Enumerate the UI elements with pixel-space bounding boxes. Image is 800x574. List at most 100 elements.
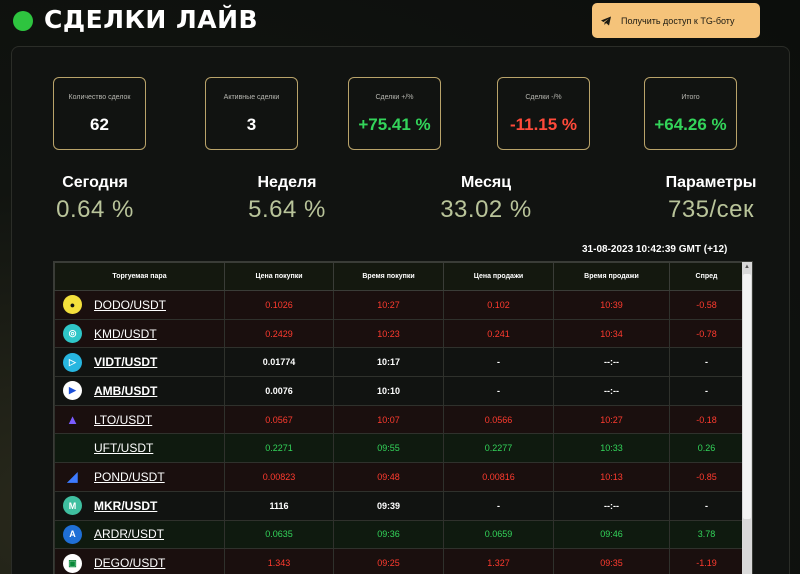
pair-cell: ▣ DEGO/USDT (54, 548, 225, 574)
buy-price-cell: 0.0076 (224, 376, 334, 406)
stat-box: Количество сделок 62 (53, 77, 146, 150)
buy-time-cell: 09:25 (333, 548, 444, 574)
sell-price-cell: - (443, 347, 554, 378)
buy-price-cell: 1116 (224, 490, 334, 521)
dego-icon: ▣ (63, 553, 82, 573)
table-row: ▣ DEGO/USDT 1.343 09:25 1.327 09:35 -1.19 (54, 548, 744, 574)
sell-time-cell: 10:27 (553, 404, 670, 435)
sell-time-cell: 10:33 (553, 433, 670, 464)
stat-box: Сделки -/% -11.15 % (497, 77, 590, 150)
sell-price-cell: 0.00816 (443, 462, 554, 492)
sell-price-cell: 0.102 (443, 290, 554, 320)
sell-price-cell: - (443, 376, 554, 406)
stat-value: +75.41 % (358, 115, 431, 134)
period-value: 735/сек (667, 196, 755, 223)
buy-time-cell: 10:07 (333, 404, 444, 435)
period-value: 5.64 % (248, 196, 326, 223)
pair-cell: UFT/USDT (54, 433, 225, 464)
buy-price-cell: 0.0635 (224, 519, 334, 550)
scrollbar-thumb[interactable] (743, 274, 751, 519)
stat-label: Сделки +/% (375, 94, 414, 101)
buy-price-cell: 0.2271 (224, 433, 334, 464)
pair-link[interactable]: DEGO/USDT (94, 556, 166, 571)
table-row: ◎ KMD/USDT 0.2429 10:23 0.241 10:34 -0.78 (54, 318, 744, 349)
col-header-buy-price: Цена покупки (224, 262, 334, 291)
buy-price-cell: 0.0567 (224, 404, 334, 435)
table-body: ● DODO/USDT 0.1026 10:27 0.102 10:39 -0.58 ◎ KMD… (54, 290, 744, 574)
spread-cell: -0.85 (669, 462, 744, 492)
pair-cell: ▷ VIDT/USDT (54, 347, 225, 378)
period-label: Неделя (257, 174, 317, 191)
buy-time-cell: 09:36 (333, 519, 444, 550)
pair-link[interactable]: LTO/USDT (94, 412, 153, 427)
lto-icon: ▲ (66, 412, 79, 428)
pair-link[interactable]: ARDR/USDT (94, 527, 165, 542)
spread-cell: -0.78 (669, 318, 744, 349)
sell-time-cell: --:-- (553, 347, 670, 378)
buy-time-cell: 10:23 (333, 318, 444, 349)
period-summary: Месяц 33.02 % (406, 174, 566, 224)
buy-price-cell: 0.1026 (224, 290, 334, 320)
period-label: Месяц (460, 174, 512, 191)
buy-time-cell: 09:39 (333, 490, 444, 521)
col-header-sell-time: Время продажи (553, 262, 670, 291)
vidt-icon: ▷ (63, 352, 82, 372)
buy-time-cell: 10:17 (333, 347, 444, 378)
kmd-icon: ◎ (63, 324, 82, 344)
pair-cell: ● DODO/USDT (54, 290, 225, 320)
pair-cell: ▶ AMB/USDT (54, 376, 225, 406)
amb-icon: ▶ (63, 381, 82, 401)
spread-cell: - (669, 376, 744, 406)
table-row: M MKR/USDT 1116 09:39- --:-- - (54, 490, 744, 521)
spread-cell: - (669, 490, 744, 521)
stat-label: Сделки -/% (525, 94, 562, 101)
col-header-spread: Спред (669, 262, 744, 291)
deals-table: Торгуемая пара Цена покупки Время покупк… (54, 262, 744, 574)
buy-time-cell: 09:48 (333, 462, 444, 492)
table-row: ◢ POND/USDT 0.00823 09:48 0.00816 10:13 -0.85 (54, 462, 744, 492)
table-row: ▷ VIDT/USDT 0.01774 10:17- --:-- - (54, 347, 744, 378)
tg-bot-access-button[interactable]: Получить доступ к TG-боту (592, 3, 760, 38)
buy-price-cell: 0.01774 (224, 347, 334, 378)
table-header-row: Торгуемая пара Цена покупки Время покупк… (54, 262, 744, 291)
timestamp: 31-08-2023 10:42:39 GMT (+12) (582, 244, 728, 255)
stat-value: +64.26 % (654, 115, 727, 134)
deals-table-container: Торгуемая пара Цена покупки Время покупк… (53, 261, 753, 574)
pair-link[interactable]: POND/USDT (94, 469, 165, 484)
table-row: UFT/USDT 0.2271 09:55 0.2277 10:33 0.26 (54, 433, 744, 464)
buy-price-cell: 1.343 (224, 548, 334, 574)
page-title: СДЕЛКИ ЛАЙВ (44, 5, 259, 34)
buy-price-cell: 0.2429 (224, 318, 334, 349)
period-summary: Параметры 735/сек (631, 174, 791, 224)
spread-cell: 3.78 (669, 519, 744, 550)
period-summary: Неделя 5.64 % (207, 174, 367, 224)
pair-link[interactable]: MKR/USDT (94, 498, 158, 513)
telegram-icon (601, 16, 611, 25)
pair-link[interactable]: AMB/USDT (94, 383, 158, 398)
stat-value: -11.15 % (509, 115, 578, 134)
table-row: ● DODO/USDT 0.1026 10:27 0.102 10:39 -0.58 (54, 290, 744, 320)
header: СДЕЛКИ ЛАЙВ Получить доступ к TG-боту (0, 0, 800, 44)
pond-icon: ◢ (67, 468, 78, 484)
period-label: Параметры (665, 174, 757, 191)
pair-cell: M MKR/USDT (54, 490, 225, 521)
table-row: ▲ LTO/USDT 0.0567 10:07 0.0566 10:27 -0.18 (54, 404, 744, 435)
pair-link[interactable]: VIDT/USDT (94, 355, 158, 370)
pair-link[interactable]: UFT/USDT (94, 441, 154, 456)
col-header-buy-time: Время покупки (333, 262, 444, 291)
table-row: A ARDR/USDT 0.0635 09:36 0.0659 09:46 3.78 (54, 519, 744, 550)
scroll-up-arrow-icon[interactable]: ▲ (744, 264, 750, 270)
stat-label: Количество сделок (68, 94, 131, 101)
sell-time-cell: --:-- (553, 490, 670, 521)
spread-cell: - (669, 347, 744, 378)
table-row: ▶ AMB/USDT 0.0076 10:10- --:-- - (54, 376, 744, 406)
pair-cell: A ARDR/USDT (54, 519, 225, 550)
sell-price-cell: - (443, 490, 554, 521)
sell-time-cell: 10:13 (553, 462, 670, 492)
sell-price-cell: 1.327 (443, 548, 554, 574)
live-indicator-dot (13, 11, 33, 31)
pair-link[interactable]: DODO/USDT (94, 297, 166, 312)
stat-box: Активные сделки 3 (205, 77, 298, 150)
table-scrollbar[interactable]: ▲ (742, 262, 752, 574)
pair-link[interactable]: KMD/USDT (94, 326, 157, 341)
